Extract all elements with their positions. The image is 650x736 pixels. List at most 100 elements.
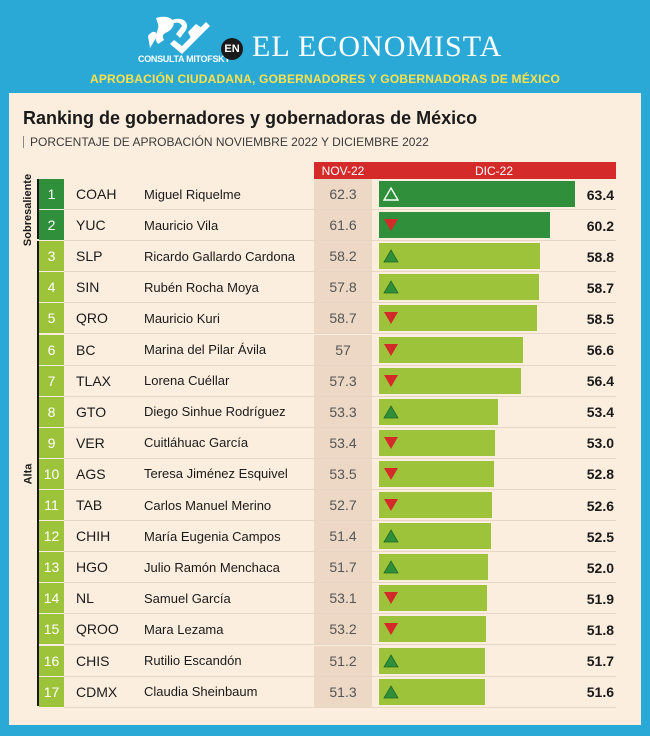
table-row: 11 TAB Carlos Manuel Merino 52.7 52.6 [37, 490, 616, 521]
nov-value: 57.3 [314, 365, 372, 397]
trend-up-icon [383, 529, 399, 543]
trend-down-icon [384, 312, 398, 325]
rank-number: 10 [39, 458, 64, 490]
approval-bar [379, 492, 492, 518]
governor-name: Mauricio Kuri [136, 303, 314, 335]
trend-down-icon [384, 374, 398, 387]
column-header-dic: DIC-22 [372, 162, 616, 179]
state-code: CDMX [64, 677, 136, 708]
dic-value: 51.7 [586, 653, 614, 669]
dic-value: 53.4 [586, 404, 614, 421]
trend-up-icon [383, 653, 399, 667]
rank-number: 16 [39, 645, 64, 677]
rank-number: 11 [39, 490, 64, 521]
dic-cell: 52.5 [372, 521, 616, 553]
rank-number: 7 [39, 365, 64, 397]
header: CONSULTA MITOFSKY EN EL ECONOMISTA APROB… [0, 0, 650, 90]
nov-value: 62.3 [314, 179, 372, 210]
table-row: 9 VER Cuitláhuac García 53.4 53.0 [37, 427, 616, 459]
state-code: SIN [64, 272, 136, 304]
governor-name: Cuitláhuac García [136, 428, 314, 459]
approval-bar [379, 647, 485, 674]
dic-cell: 60.2 [372, 210, 616, 242]
governor-name: Marina del Pilar Ávila [136, 335, 314, 366]
table-row: 15 QROO Mara Lezama 53.2 51.8 [37, 614, 616, 646]
table-row: 7 TLAX Lorena Cuéllar 57.3 56.4 [37, 365, 616, 397]
rank-number: 5 [39, 303, 64, 335]
dic-cell: 58.8 [372, 241, 616, 273]
nov-value: 51.7 [314, 552, 372, 584]
dic-cell: 63.4 [372, 179, 616, 210]
state-code: SLP [64, 241, 136, 273]
governor-name: Julio Ramón Menchaca [136, 552, 314, 584]
group-divider [37, 179, 39, 240]
dic-cell: 52.8 [372, 459, 616, 490]
trend-down-icon [384, 219, 398, 232]
rank-number: 13 [39, 552, 64, 584]
rank-number: 3 [39, 241, 64, 273]
dic-value: 60.2 [586, 217, 614, 234]
state-code: COAH [64, 179, 136, 210]
nov-value: 51.2 [314, 645, 372, 677]
trend-up-icon [383, 404, 399, 419]
dic-value: 52.6 [586, 497, 614, 514]
dic-value: 56.4 [586, 373, 614, 390]
dic-value: 56.6 [586, 342, 614, 358]
dic-value: 63.4 [586, 186, 614, 203]
approval-bar [379, 336, 523, 363]
column-header-nov: NOV-22 [314, 162, 372, 179]
approval-bar [379, 305, 537, 332]
dic-cell: 58.5 [372, 303, 616, 335]
table-row: 8 GTO Diego Sinhue Rodríguez 53.3 53.4 [37, 396, 616, 428]
governor-name: Rutilio Escandón [136, 646, 314, 677]
rank-number: 12 [39, 521, 64, 553]
approval-bar [379, 243, 540, 270]
trend-down-icon [384, 436, 398, 449]
approval-bar [379, 398, 498, 425]
rank-number: 9 [39, 427, 64, 459]
brand-title: EL ECONOMISTA [252, 30, 503, 63]
nov-value: 57.8 [314, 272, 372, 304]
trend-up-icon [383, 684, 399, 698]
governor-name: Lorena Cuéllar [136, 366, 314, 397]
group-divider [37, 241, 39, 706]
group-label-sobresaliente: Sobresaliente [22, 174, 35, 247]
table-row: 5 QRO Mauricio Kuri 58.7 58.5 [37, 303, 616, 335]
approval-bar [379, 367, 521, 394]
nov-value: 53.1 [314, 583, 372, 615]
trend-down-icon [384, 467, 398, 480]
logo-text: CONSULTA MITOFSKY [138, 54, 231, 64]
trend-down-icon [384, 343, 398, 356]
dic-value: 58.7 [586, 279, 614, 296]
nov-value: 53.2 [314, 614, 372, 646]
nov-value: 61.6 [314, 210, 372, 242]
dic-cell: 53.0 [372, 428, 616, 459]
approval-bar [379, 212, 550, 239]
approval-bar [379, 616, 486, 643]
nov-value: 58.2 [314, 241, 372, 273]
trend-up-icon [383, 280, 399, 294]
state-code: VER [64, 428, 136, 459]
nov-value: 53.5 [314, 458, 372, 490]
approval-bar [379, 429, 495, 456]
approval-bar [379, 274, 539, 301]
trend-down-icon [384, 623, 398, 636]
governor-name: Samuel García [136, 583, 314, 615]
en-badge: EN [221, 38, 243, 60]
state-code: BC [64, 335, 136, 366]
table-row: 13 HGO Julio Ramón Menchaca 51.7 52.0 [37, 552, 616, 584]
table-row: 14 NL Samuel García 53.1 51.9 [37, 583, 616, 615]
table-row: 17 CDMX Claudia Sheinbaum 51.3 51.6 [37, 676, 616, 708]
table-row: 10 AGS Teresa Jiménez Esquivel 53.5 52.8 [37, 458, 616, 490]
mitofsky-logo-icon [142, 16, 212, 68]
dic-value: 52.8 [586, 466, 614, 483]
header-subtitle: APROBACIÓN CIUDADANA, GOBERNADORES Y GOB… [89, 72, 561, 86]
nov-value: 51.3 [314, 676, 372, 708]
governor-name: Carlos Manuel Merino [136, 490, 314, 521]
nov-value: 53.4 [314, 427, 372, 459]
nov-value: 58.7 [314, 303, 372, 335]
state-code: NL [64, 583, 136, 615]
table-row: 12 CHIH María Eugenia Campos 51.4 52.5 [37, 521, 616, 553]
chart-subtitle: PORCENTAJE DE APROBACIÓN NOVIEMBRE 2022 … [23, 136, 429, 148]
state-code: TLAX [64, 366, 136, 397]
